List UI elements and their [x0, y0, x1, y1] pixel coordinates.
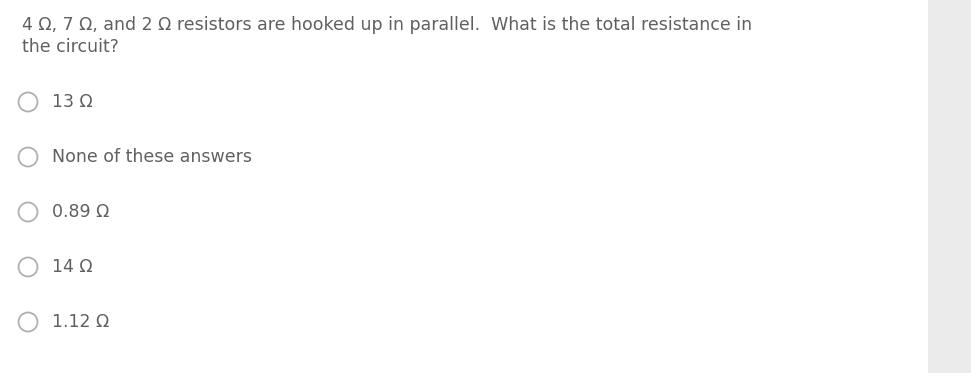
Text: 4 Ω, 7 Ω, and 2 Ω resistors are hooked up in parallel.  What is the total resist: 4 Ω, 7 Ω, and 2 Ω resistors are hooked u…	[22, 16, 753, 34]
Bar	[928, 0, 971, 373]
Text: the circuit?: the circuit?	[22, 38, 118, 56]
Text: 14 Ω: 14 Ω	[52, 258, 92, 276]
Text: 13 Ω: 13 Ω	[52, 93, 93, 111]
Text: None of these answers: None of these answers	[52, 148, 252, 166]
Text: 1.12 Ω: 1.12 Ω	[52, 313, 110, 331]
Text: 0.89 Ω: 0.89 Ω	[52, 203, 110, 221]
